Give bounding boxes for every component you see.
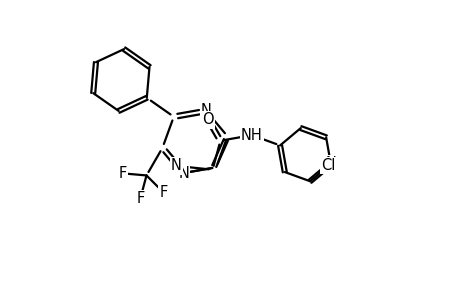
Text: N: N: [201, 103, 211, 118]
Text: Cl: Cl: [321, 158, 335, 173]
Text: F: F: [118, 166, 126, 181]
Text: NH: NH: [241, 128, 262, 143]
Text: N: N: [325, 156, 336, 171]
Text: F: F: [136, 191, 144, 206]
Text: F: F: [159, 185, 167, 200]
Text: N: N: [170, 158, 181, 173]
Text: O: O: [202, 112, 214, 128]
Text: N: N: [178, 166, 189, 181]
